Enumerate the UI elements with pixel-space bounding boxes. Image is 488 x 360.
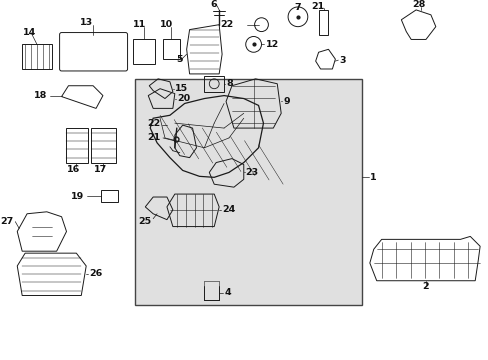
Text: 12: 12 — [265, 40, 278, 49]
Text: 21: 21 — [146, 134, 160, 143]
Text: 17: 17 — [94, 165, 107, 174]
Text: 15: 15 — [175, 84, 187, 93]
Text: 24: 24 — [222, 205, 235, 214]
Text: 28: 28 — [411, 0, 425, 9]
Text: 19: 19 — [71, 192, 84, 201]
Text: 16: 16 — [67, 165, 80, 174]
Text: 4: 4 — [224, 288, 230, 297]
Text: 20: 20 — [177, 94, 189, 103]
Text: 22: 22 — [146, 119, 160, 128]
Text: 3: 3 — [339, 56, 345, 65]
Text: 1: 1 — [369, 173, 376, 182]
Text: 21: 21 — [310, 3, 324, 12]
Text: 2: 2 — [422, 282, 428, 291]
Text: 6: 6 — [209, 0, 216, 9]
Text: 25: 25 — [139, 217, 152, 226]
Text: 26: 26 — [89, 269, 102, 278]
Text: 11: 11 — [132, 20, 146, 29]
Text: 27: 27 — [0, 217, 13, 226]
Text: 5: 5 — [176, 55, 183, 64]
Text: 18: 18 — [33, 91, 47, 100]
Text: 10: 10 — [160, 20, 173, 29]
Text: 22: 22 — [220, 20, 233, 29]
Text: 23: 23 — [245, 168, 258, 177]
Text: 14: 14 — [23, 28, 36, 37]
Text: 9: 9 — [283, 97, 289, 106]
Text: 8: 8 — [225, 79, 232, 88]
Text: 13: 13 — [80, 18, 93, 27]
Bar — [135, 79, 361, 305]
Text: 7: 7 — [294, 4, 301, 13]
